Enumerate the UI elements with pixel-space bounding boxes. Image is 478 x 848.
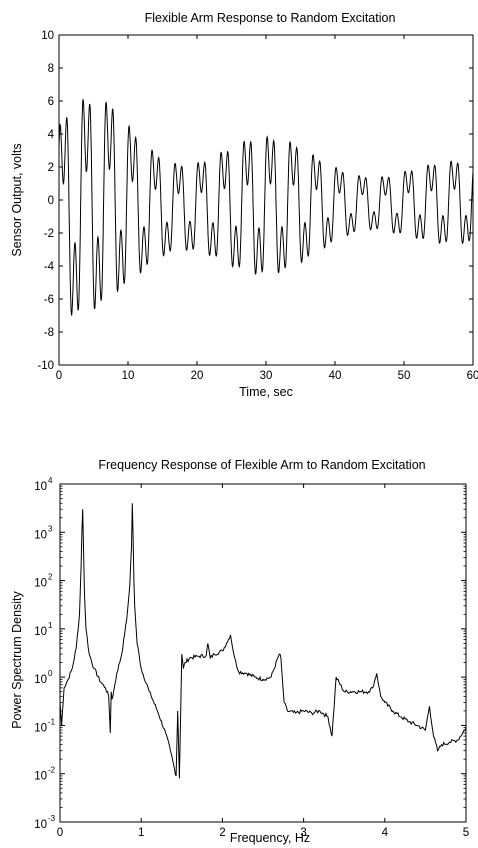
chart1-x-tick-label: 40	[329, 370, 342, 382]
chart2-xlabel: Frequency, Hz	[230, 831, 310, 845]
chart2-y-tick-label-exp: 2	[48, 573, 53, 582]
chart2-y-tick-label-exp: -3	[48, 814, 56, 823]
chart2-y-tick-label-base: 10	[34, 626, 47, 638]
chart2-y-tick-label-base: 10	[34, 771, 47, 783]
chart1-y-tick-label: 6	[48, 96, 54, 108]
chart2-y-tick-label-base: 10	[34, 722, 47, 734]
chart2-x-tick-label: 1	[138, 827, 144, 839]
chart1-series-line	[58, 98, 474, 317]
chart1-y-tick-label: -4	[44, 261, 55, 273]
chart2-y-tick-label-exp: 1	[48, 621, 53, 630]
chart2-y-tick-label-exp: -2	[48, 766, 56, 775]
chart2-title: Frequency Response of Flexible Arm to Ra…	[98, 458, 425, 472]
chart2-y-tick-label-exp: 3	[48, 524, 53, 533]
chart2-series-line	[59, 503, 467, 779]
chart2-x-tick-label: 5	[463, 827, 469, 839]
chart2-y-tick-label-base: 10	[34, 529, 47, 541]
chart1-y-tick-label: 4	[48, 129, 55, 141]
chart2-y-tick-label-exp: 4	[48, 476, 53, 485]
chart1-x-tick-label: 0	[56, 370, 62, 382]
chart1-title: Flexible Arm Response to Random Excitati…	[145, 11, 396, 25]
chart2-y-tick-label-base: 10	[34, 819, 47, 831]
chart1-y-tick-label: 8	[48, 63, 54, 75]
chart2-y-tick-label-base: 10	[34, 578, 47, 590]
chart1-x-tick-label: 10	[122, 370, 135, 382]
chart1-y-tick-label: -6	[44, 294, 54, 306]
chart1-x-tick-label: 50	[398, 370, 411, 382]
chart2-x-tick-label: 4	[382, 827, 389, 839]
chart1-xlabel: Time, sec	[239, 385, 293, 399]
chart2-x-tick-label: 0	[57, 827, 63, 839]
chart1-x-tick-label: 20	[191, 370, 204, 382]
chart2-y-tick-label-exp: 0	[48, 669, 53, 678]
chart1-y-tick-label: 0	[48, 195, 54, 207]
chart-time-response: Flexible Arm Response to Random Excitati…	[10, 11, 478, 399]
chart1-plot-frame	[58, 34, 474, 366]
chart1-y-tick-label: -8	[44, 327, 54, 339]
chart1-y-tick-label: 10	[41, 30, 54, 42]
chart2-y-tick-label-base: 10	[34, 674, 47, 686]
chart-frequency-response: Frequency Response of Flexible Arm to Ra…	[10, 458, 469, 845]
chart1-ylabel: Sensor Output, volts	[10, 143, 24, 256]
chart1-x-tick-label: 60	[467, 370, 478, 382]
chart2-ylabel: Power Spectrum Density	[10, 590, 24, 728]
chart2-y-tick-label-exp: -1	[48, 717, 56, 726]
chart2-x-tick-label: 3	[300, 827, 306, 839]
chart1-y-tick-label: -2	[44, 228, 54, 240]
chart2-y-tick-label-base: 10	[34, 481, 47, 493]
chart2-plot-frame	[59, 483, 467, 823]
chart1-x-tick-label: 30	[260, 370, 273, 382]
chart1-y-tick-label: -10	[37, 360, 54, 372]
chart2-x-tick-label: 2	[219, 827, 225, 839]
chart1-y-tick-label: 2	[48, 162, 54, 174]
